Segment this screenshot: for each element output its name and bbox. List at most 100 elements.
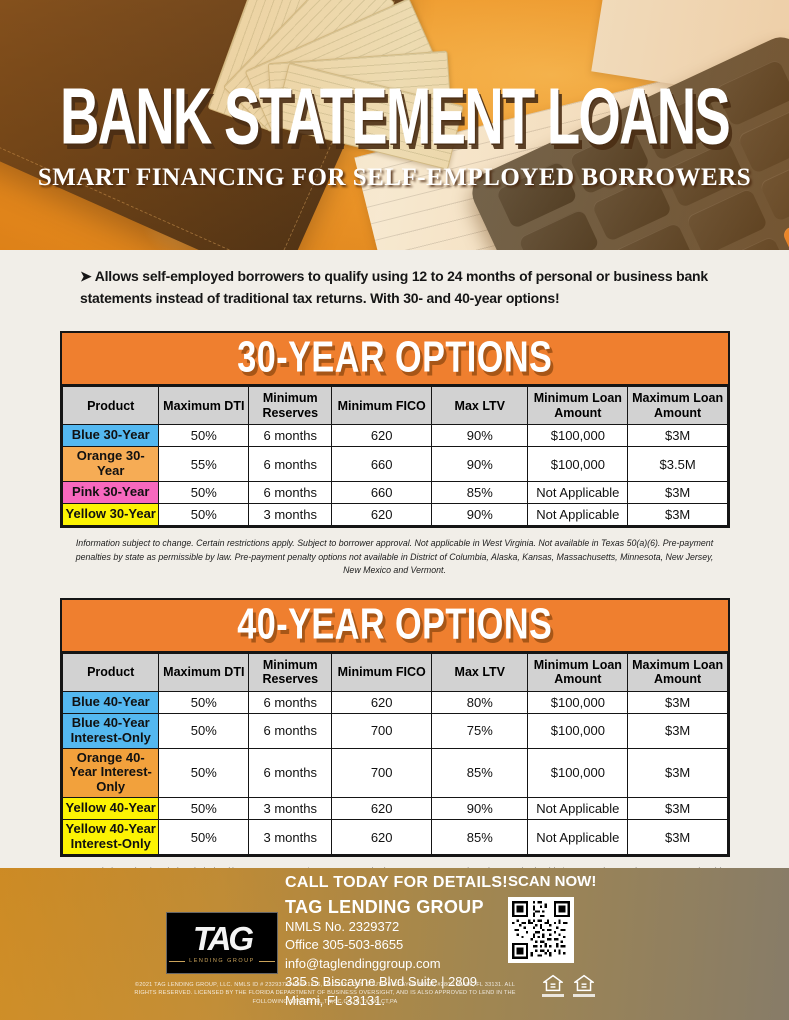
- cell-fico: 700: [331, 747, 433, 799]
- logo-wordmark: TAG: [192, 920, 254, 957]
- cell-dti: 50%: [158, 481, 250, 504]
- cell-fico: 660: [331, 481, 433, 504]
- cell-min-loan: Not Applicable: [527, 503, 629, 526]
- col-header-max-loan: Maximum Loan Amount: [627, 386, 728, 426]
- cell-fico: 620: [331, 819, 433, 856]
- cell-min-loan: Not Applicable: [527, 797, 629, 821]
- product-label: Blue 30-Year: [61, 424, 160, 448]
- cell-min-loan: $100,000: [527, 690, 629, 714]
- cell-ltv: 85%: [431, 481, 529, 504]
- table-30-banner: 30-YEAR OPTIONS: [62, 332, 728, 387]
- contact-block: CALL TODAY FOR DETAILS! TAG LENDING GROU…: [285, 874, 508, 1010]
- housing-logo-caption: [542, 994, 564, 997]
- address-line-1: 335 S Biscayne Blvd Suite | 2809: [285, 974, 477, 990]
- hero-tint-overlay: [0, 0, 789, 250]
- table-row: Yellow 40-Year 50% 3 months 620 90% Not …: [61, 797, 728, 821]
- page-title: BANK STATEMENT LOANS: [60, 73, 731, 162]
- cell-ltv: 80%: [431, 690, 529, 714]
- cell-dti: 50%: [158, 690, 250, 714]
- cell-min-loan: Not Applicable: [527, 819, 629, 856]
- disclaimer-30-year: Information subject to change. Certain r…: [75, 538, 714, 576]
- intro-text: ➤ Allows self-employed borrowers to qual…: [80, 268, 708, 306]
- product-label: Yellow 40-Year: [61, 797, 160, 821]
- cell-fico: 620: [331, 503, 433, 526]
- col-header-dti: Maximum DTI: [158, 652, 250, 692]
- col-header-fico: Minimum FICO: [331, 386, 433, 426]
- cell-reserves: 6 months: [248, 424, 333, 448]
- equal-housing-lender-icon: [542, 974, 564, 997]
- cell-max-loan: $3M: [627, 424, 728, 448]
- email-link[interactable]: info@taglendinggroup.com: [285, 955, 441, 971]
- cell-reserves: 6 months: [248, 481, 333, 504]
- table-30-year: 30-YEAR OPTIONS Product Maximum DTI Mini…: [60, 331, 730, 528]
- qr-code[interactable]: [508, 897, 574, 963]
- tag-lending-logo: TAG LENDING GROUP: [166, 912, 278, 974]
- scan-block: SCAN NOW!: [508, 873, 596, 963]
- logo-rule: [258, 960, 275, 962]
- cell-max-loan: $3M: [627, 481, 728, 504]
- table-row: Blue 40-Year Interest-Only 50% 6 months …: [61, 712, 728, 749]
- cell-dti: 50%: [158, 503, 250, 526]
- cell-ltv: 90%: [431, 503, 529, 526]
- cell-min-loan: $100,000: [527, 424, 629, 448]
- cell-reserves: 6 months: [248, 747, 333, 799]
- cell-min-loan: Not Applicable: [527, 481, 629, 504]
- equal-housing-opportunity-icon: [573, 974, 595, 997]
- loan-options-table-30: Product Maximum DTI Minimum Reserves Min…: [61, 386, 728, 526]
- col-header-product: Product: [61, 386, 160, 426]
- cell-ltv: 90%: [431, 446, 529, 482]
- col-header-ltv: Max LTV: [431, 386, 529, 426]
- cell-fico: 620: [331, 690, 433, 714]
- cell-reserves: 3 months: [248, 797, 333, 821]
- cell-reserves: 6 months: [248, 690, 333, 714]
- table-row: Yellow 40-Year Interest-Only 50% 3 month…: [61, 819, 728, 856]
- address-line-2: Miami, FL 33131.: [285, 992, 385, 1008]
- col-header-dti: Maximum DTI: [158, 386, 250, 426]
- table-row: Blue 30-Year 50% 6 months 620 90% $100,0…: [61, 424, 728, 448]
- cell-max-loan: $3M: [627, 503, 728, 526]
- logo-subtext: LENDING GROUP: [169, 958, 275, 964]
- hero-banner: BANK STATEMENT LOANS SMART FINANCING FOR…: [0, 0, 789, 250]
- housing-logo-caption: [573, 994, 595, 997]
- cell-fico: 620: [331, 424, 433, 448]
- table-40-title: 40-YEAR OPTIONS: [237, 598, 553, 649]
- table-row: Orange 40-Year Interest-Only 50% 6 month…: [61, 747, 728, 799]
- cell-ltv: 90%: [431, 424, 529, 448]
- cell-reserves: 6 months: [248, 712, 333, 749]
- product-label: Pink 30-Year: [61, 481, 160, 504]
- legal-fine-print: ©2021 TAG LENDING GROUP, LLC. NMLS ID # …: [134, 982, 516, 1005]
- product-label: Orange 30-Year: [61, 446, 160, 482]
- cell-max-loan: $3M: [627, 747, 728, 799]
- product-label: Orange 40-Year Interest-Only: [61, 747, 160, 799]
- table-row: Pink 30-Year 50% 6 months 660 85% Not Ap…: [61, 481, 728, 504]
- cell-max-loan: $3M: [627, 712, 728, 749]
- cell-ltv: 85%: [431, 819, 529, 856]
- product-label: Yellow 40-Year Interest-Only: [61, 819, 160, 856]
- page-subtitle: SMART FINANCING FOR SELF-EMPLOYED BORROW…: [37, 164, 752, 191]
- cell-fico: 660: [331, 446, 433, 482]
- col-header-fico: Minimum FICO: [331, 652, 433, 692]
- table-row: Orange 30-Year 55% 6 months 660 90% $100…: [61, 446, 728, 482]
- cell-max-loan: $3M: [627, 819, 728, 856]
- cell-dti: 55%: [158, 446, 250, 482]
- office-phone: Office 305-503-8655: [285, 937, 404, 953]
- loan-options-table-40: Product Maximum DTI Minimum Reserves Min…: [61, 652, 728, 856]
- table-row: Blue 40-Year 50% 6 months 620 80% $100,0…: [61, 690, 728, 714]
- product-label: Yellow 30-Year: [61, 503, 160, 526]
- cell-dti: 50%: [158, 424, 250, 448]
- col-header-reserves: Minimum Reserves: [248, 652, 333, 692]
- cell-min-loan: $100,000: [527, 446, 629, 482]
- logo-rule: [169, 960, 186, 962]
- logo-subtext-label: LENDING GROUP: [189, 958, 255, 964]
- cell-max-loan: $3M: [627, 797, 728, 821]
- cell-fico: 700: [331, 712, 433, 749]
- call-heading: CALL TODAY FOR DETAILS!: [285, 874, 508, 891]
- scan-now-heading: SCAN NOW!: [508, 873, 597, 890]
- col-header-max-loan: Maximum Loan Amount: [627, 652, 728, 692]
- cell-dti: 50%: [158, 712, 250, 749]
- table-40-banner: 40-YEAR OPTIONS: [62, 598, 728, 653]
- cell-ltv: 85%: [431, 747, 529, 799]
- cell-dti: 50%: [158, 819, 250, 856]
- col-header-product: Product: [61, 652, 160, 692]
- table-row: Yellow 30-Year 50% 3 months 620 90% Not …: [61, 503, 728, 526]
